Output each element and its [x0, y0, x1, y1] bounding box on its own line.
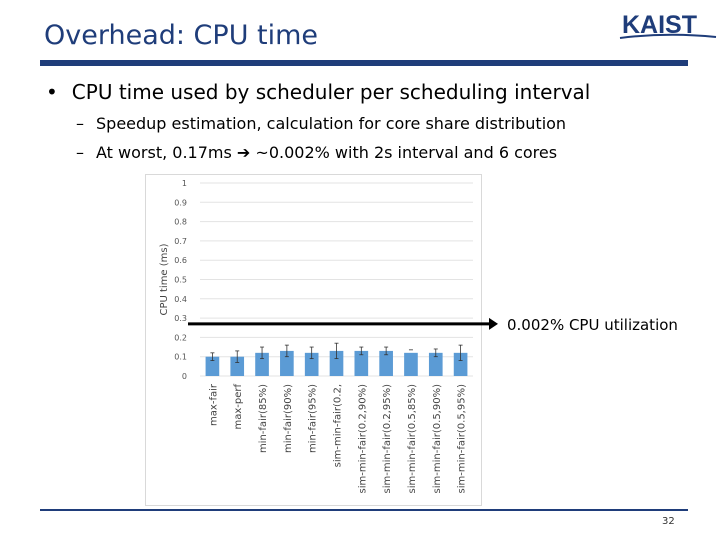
x-tick-label: sim-min-fair(0.2,90%) — [357, 384, 368, 494]
x-tick-label: sim-min-fair(0.5,90%) — [432, 384, 443, 494]
main-bullet: • CPU time used by scheduler per scheduli… — [46, 80, 590, 104]
slide-title: Overhead: CPU time — [44, 20, 319, 51]
footer-rule — [40, 509, 688, 511]
y-tick-label: 0.7 — [174, 237, 187, 246]
bar-9 — [404, 352, 418, 376]
bar-1 — [205, 356, 220, 376]
y-axis-title: CPU time (ms) — [159, 243, 170, 315]
dash-marker: – — [76, 143, 84, 162]
x-tick-label: sim-min-fair(0.2, — [333, 384, 344, 467]
x-tick-label: sim-min-fair(0.5,95%) — [457, 384, 468, 494]
dash-marker: – — [76, 114, 84, 133]
bar-7 — [354, 350, 369, 376]
annotation-arrowhead — [489, 317, 498, 330]
x-tick-label: max-fair — [208, 383, 219, 426]
y-tick-label: 0.9 — [174, 198, 187, 207]
y-tick-label: 0.6 — [174, 256, 187, 265]
y-tick-label: 0.2 — [174, 333, 187, 342]
x-tick-label: sim-min-fair(0.2,95%) — [382, 384, 393, 494]
main-bullet-text: CPU time used by scheduler per schedulin… — [71, 80, 591, 104]
bullet-marker: • — [46, 80, 58, 104]
y-tick-label: 0.5 — [174, 276, 187, 285]
x-tick-label: max-perf — [233, 384, 244, 430]
annotation-label: 0.002% CPU utilization — [507, 316, 678, 334]
y-tick-label: 0.3 — [174, 314, 187, 323]
x-tick-label: min-fair(85%) — [258, 384, 269, 453]
bar-2 — [230, 356, 245, 376]
y-tick-label: 0 — [182, 372, 187, 381]
x-tick-label: min-fair(90%) — [283, 384, 294, 453]
bar-5 — [304, 352, 319, 376]
sub-bullet-2-text-before: At worst, 0.17ms — [96, 143, 232, 162]
bar-3 — [255, 352, 269, 376]
title-underline — [40, 60, 688, 66]
chart-frame — [145, 174, 482, 506]
bar-10 — [428, 352, 443, 376]
bar-4 — [280, 350, 294, 376]
sub-bullet-1-text: Speedup estimation, calculation for core… — [96, 114, 567, 133]
y-tick-label: 0.8 — [174, 218, 187, 227]
bar-11 — [453, 352, 468, 376]
x-tick-label: sim-min-fair(0.5,85%) — [407, 384, 418, 494]
y-tick-label: 0.4 — [174, 295, 187, 304]
sub-bullet-2: – At worst, 0.17ms ➔ ~0.002% with 2s inte… — [76, 143, 557, 162]
arrow-icon: ➔ — [236, 143, 251, 162]
kaist-logo: KAIST — [619, 11, 717, 39]
y-tick-label: 1 — [182, 179, 187, 188]
page-number: 32 — [662, 516, 675, 527]
bar-8 — [379, 350, 393, 376]
cpu-time-bar-chart: 0 0.1 0.2 0.3 0.4 0.5 0.6 0.7 0.8 0.9 1 CPU time (m… — [145, 174, 482, 506]
y-tick-label: 0.1 — [174, 353, 187, 362]
sub-bullet-2-text-after: ~0.002% with 2s interval and 6 cores — [255, 143, 558, 162]
bar-6 — [329, 350, 344, 376]
sub-bullet-1: – Speedup estimation, calculation for cor… — [76, 114, 566, 133]
x-tick-label: min-fair(95%) — [308, 384, 319, 453]
